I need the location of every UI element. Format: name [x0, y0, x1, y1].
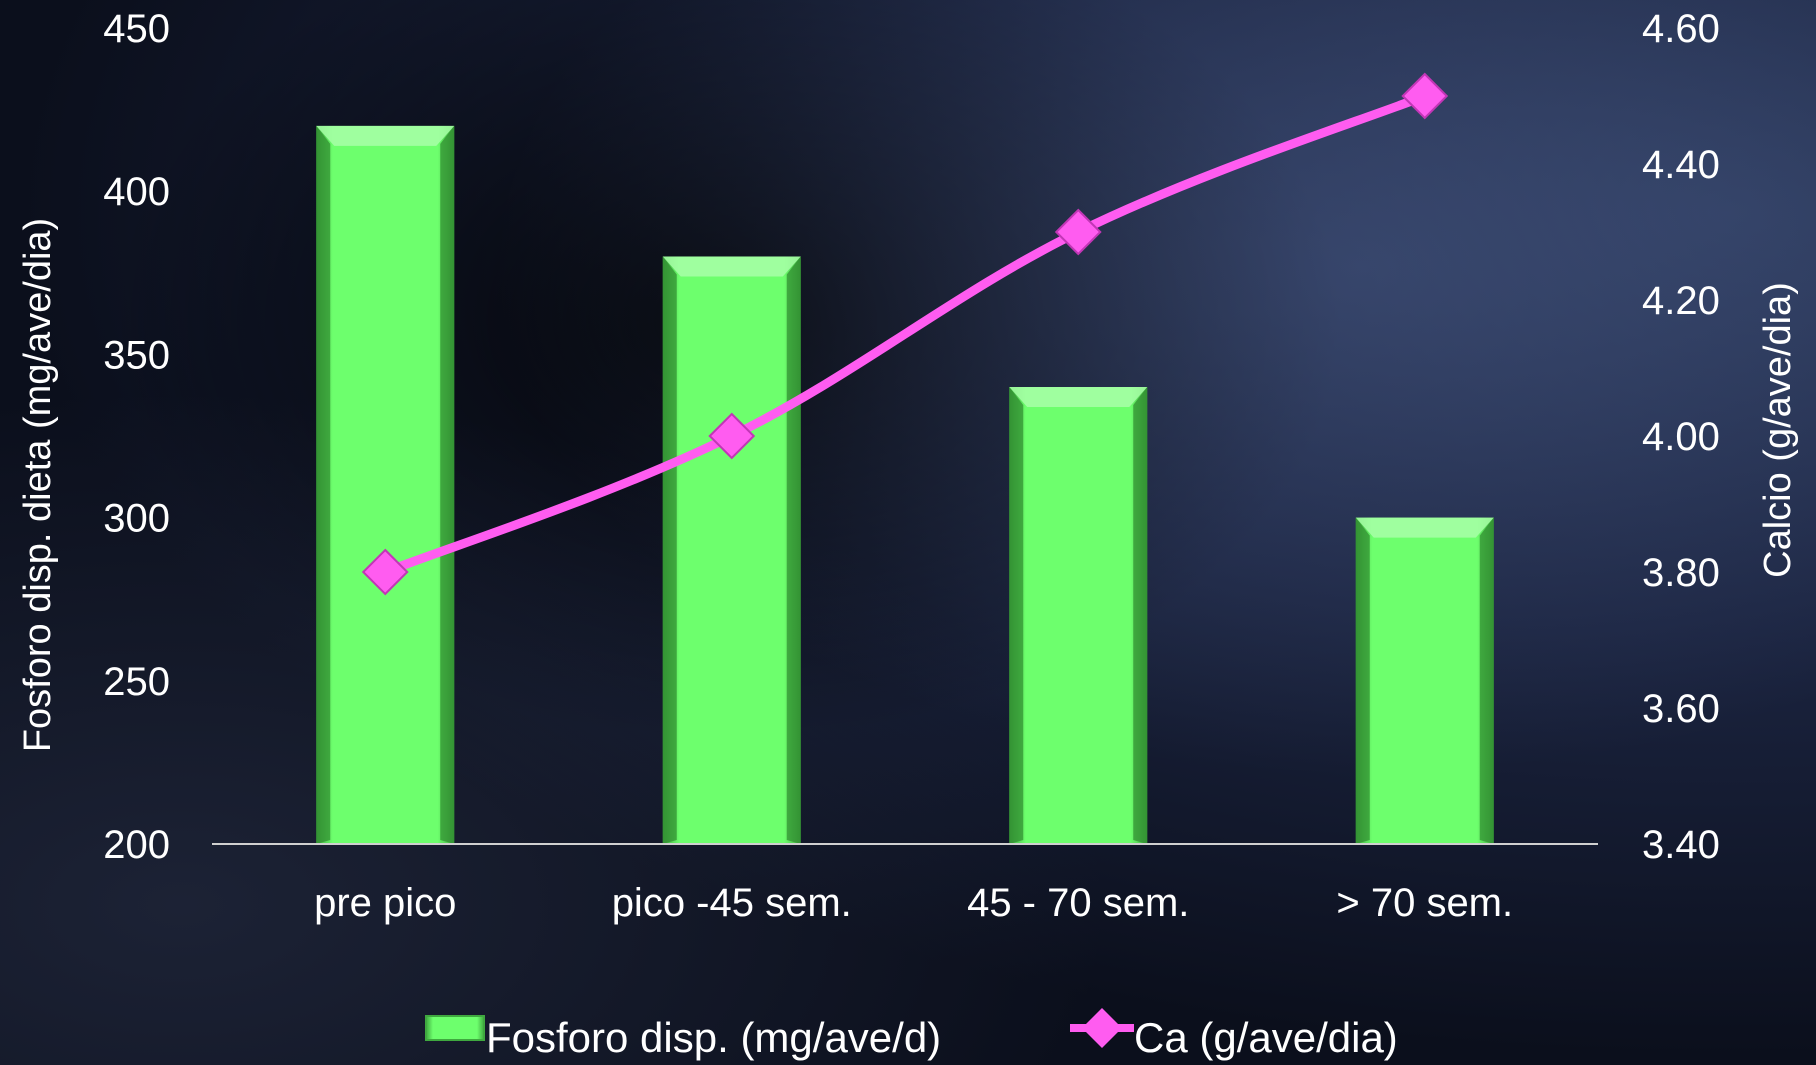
line-path	[385, 96, 1425, 572]
x-tick-label: > 70 sem.	[1336, 881, 1513, 925]
y2-tick-label: 4.20	[1642, 279, 1720, 323]
y-axis-ticks: 200 250 300 350 400 450	[103, 7, 170, 867]
y2-axis-ticks: 3.40 3.60 3.80 4.00 4.20 4.40 4.60	[1642, 7, 1720, 867]
y2-tick-label: 3.40	[1642, 823, 1720, 867]
bar-series	[316, 126, 1494, 844]
y2-tick-label: 4.40	[1642, 143, 1720, 187]
y2-tick-label: 3.60	[1642, 687, 1720, 731]
legend-bar-swatch	[426, 1016, 484, 1040]
bar	[1356, 518, 1494, 844]
line-marker	[1403, 74, 1447, 118]
line-series	[363, 74, 1447, 594]
legend: Fosforo disp. (mg/ave/d) Ca (g/ave/dia)	[426, 1008, 1398, 1061]
bar	[663, 256, 801, 844]
legend-label: Ca (g/ave/dia)	[1134, 1014, 1398, 1061]
legend-label: Fosforo disp. (mg/ave/d)	[486, 1014, 941, 1061]
x-tick-label: 45 - 70 sem.	[967, 881, 1189, 925]
line-marker	[1056, 210, 1100, 254]
y2-tick-label: 4.00	[1642, 415, 1720, 459]
y2-tick-label: 4.60	[1642, 7, 1720, 51]
x-axis-ticks: pre pico pico -45 sem. 45 - 70 sem. > 70 se…	[314, 881, 1513, 925]
y-axis-title: Fosforo disp. dieta (mg/ave/dia)	[17, 218, 59, 752]
y-tick-label: 300	[103, 497, 170, 541]
x-tick-label: pre pico	[314, 881, 456, 925]
y-tick-label: 200	[103, 823, 170, 867]
bar	[316, 126, 454, 844]
legend-line-swatch	[1070, 1008, 1134, 1048]
y-tick-label: 400	[103, 170, 170, 214]
y-tick-label: 450	[103, 7, 170, 51]
y2-axis-title: Calcio (g/ave/dia)	[1757, 282, 1799, 578]
y2-tick-label: 3.80	[1642, 551, 1720, 595]
x-tick-label: pico -45 sem.	[612, 881, 852, 925]
bar	[1009, 387, 1147, 844]
y-tick-label: 350	[103, 333, 170, 377]
y-tick-label: 250	[103, 660, 170, 704]
